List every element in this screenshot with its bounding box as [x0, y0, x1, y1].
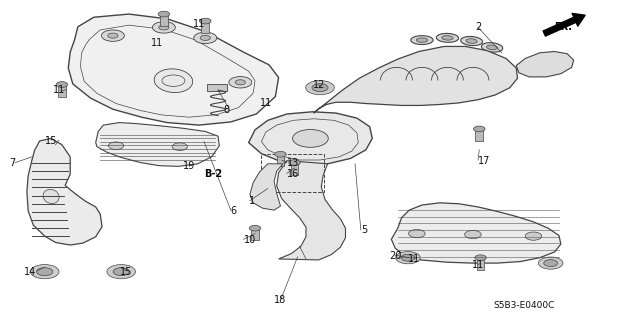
- Polygon shape: [27, 139, 102, 245]
- Text: 15: 15: [45, 136, 58, 146]
- Ellipse shape: [486, 45, 497, 50]
- Polygon shape: [276, 161, 346, 260]
- Circle shape: [152, 22, 175, 33]
- Circle shape: [544, 260, 557, 267]
- Circle shape: [408, 229, 425, 238]
- Bar: [291, 163, 298, 175]
- Circle shape: [538, 257, 563, 269]
- Circle shape: [158, 11, 170, 17]
- Circle shape: [107, 265, 136, 279]
- Circle shape: [36, 268, 52, 276]
- Text: 11: 11: [193, 19, 205, 28]
- Polygon shape: [314, 46, 518, 113]
- Text: 11: 11: [408, 254, 420, 264]
- Ellipse shape: [43, 189, 59, 204]
- Ellipse shape: [154, 69, 193, 92]
- Ellipse shape: [461, 36, 483, 46]
- Text: 14: 14: [24, 267, 36, 277]
- Text: 17: 17: [478, 156, 490, 166]
- Ellipse shape: [442, 36, 453, 40]
- Bar: [160, 15, 168, 26]
- Text: 8: 8: [223, 105, 230, 115]
- Polygon shape: [516, 52, 573, 77]
- Text: 11: 11: [472, 260, 484, 270]
- Circle shape: [101, 30, 124, 41]
- Ellipse shape: [416, 38, 428, 42]
- Ellipse shape: [481, 43, 502, 52]
- Circle shape: [292, 130, 328, 147]
- Bar: [207, 84, 227, 91]
- Circle shape: [465, 230, 481, 239]
- Text: 16: 16: [287, 169, 299, 179]
- Ellipse shape: [436, 33, 458, 42]
- Bar: [251, 229, 259, 240]
- Circle shape: [229, 76, 252, 88]
- Text: 20: 20: [389, 251, 401, 261]
- Text: 2: 2: [475, 22, 481, 32]
- Circle shape: [249, 225, 260, 231]
- Text: 19: 19: [183, 161, 195, 171]
- Text: 15: 15: [120, 267, 132, 277]
- Text: 10: 10: [244, 235, 256, 245]
- FancyArrowPatch shape: [543, 13, 585, 36]
- Polygon shape: [68, 14, 278, 125]
- Circle shape: [396, 252, 420, 264]
- Circle shape: [475, 255, 486, 260]
- Circle shape: [159, 25, 169, 30]
- Circle shape: [200, 35, 211, 40]
- Text: 18: 18: [275, 295, 287, 305]
- Polygon shape: [248, 112, 372, 165]
- Circle shape: [236, 80, 246, 85]
- Text: 7: 7: [9, 158, 15, 168]
- Polygon shape: [96, 123, 220, 166]
- Text: 11: 11: [152, 38, 164, 48]
- Polygon shape: [250, 164, 283, 210]
- Circle shape: [525, 232, 541, 240]
- Circle shape: [113, 268, 129, 276]
- Text: 5: 5: [361, 225, 367, 236]
- Bar: [476, 130, 483, 141]
- Ellipse shape: [411, 36, 433, 44]
- Circle shape: [56, 82, 68, 87]
- Text: B-2: B-2: [204, 169, 222, 179]
- Circle shape: [108, 33, 118, 38]
- Text: 11: 11: [260, 98, 272, 108]
- Circle shape: [194, 32, 217, 44]
- Circle shape: [108, 142, 124, 149]
- Circle shape: [474, 126, 485, 132]
- Text: S5B3-E0400C: S5B3-E0400C: [493, 301, 555, 310]
- Circle shape: [31, 265, 59, 279]
- Bar: [202, 22, 209, 33]
- Polygon shape: [392, 203, 561, 263]
- Circle shape: [172, 143, 188, 150]
- Text: FR.: FR.: [554, 22, 573, 32]
- Bar: [261, 154, 324, 192]
- Circle shape: [275, 151, 286, 157]
- Bar: [477, 258, 484, 270]
- Text: 11: 11: [53, 85, 65, 95]
- Text: 12: 12: [312, 79, 325, 90]
- Bar: [276, 155, 284, 166]
- Text: 13: 13: [287, 158, 299, 168]
- Text: 1: 1: [248, 196, 255, 206]
- Circle shape: [312, 84, 328, 92]
- Ellipse shape: [466, 39, 477, 43]
- Text: 6: 6: [231, 206, 237, 216]
- Circle shape: [401, 254, 415, 261]
- Circle shape: [200, 18, 211, 24]
- Circle shape: [289, 160, 300, 165]
- Circle shape: [306, 81, 334, 95]
- Bar: [58, 85, 66, 97]
